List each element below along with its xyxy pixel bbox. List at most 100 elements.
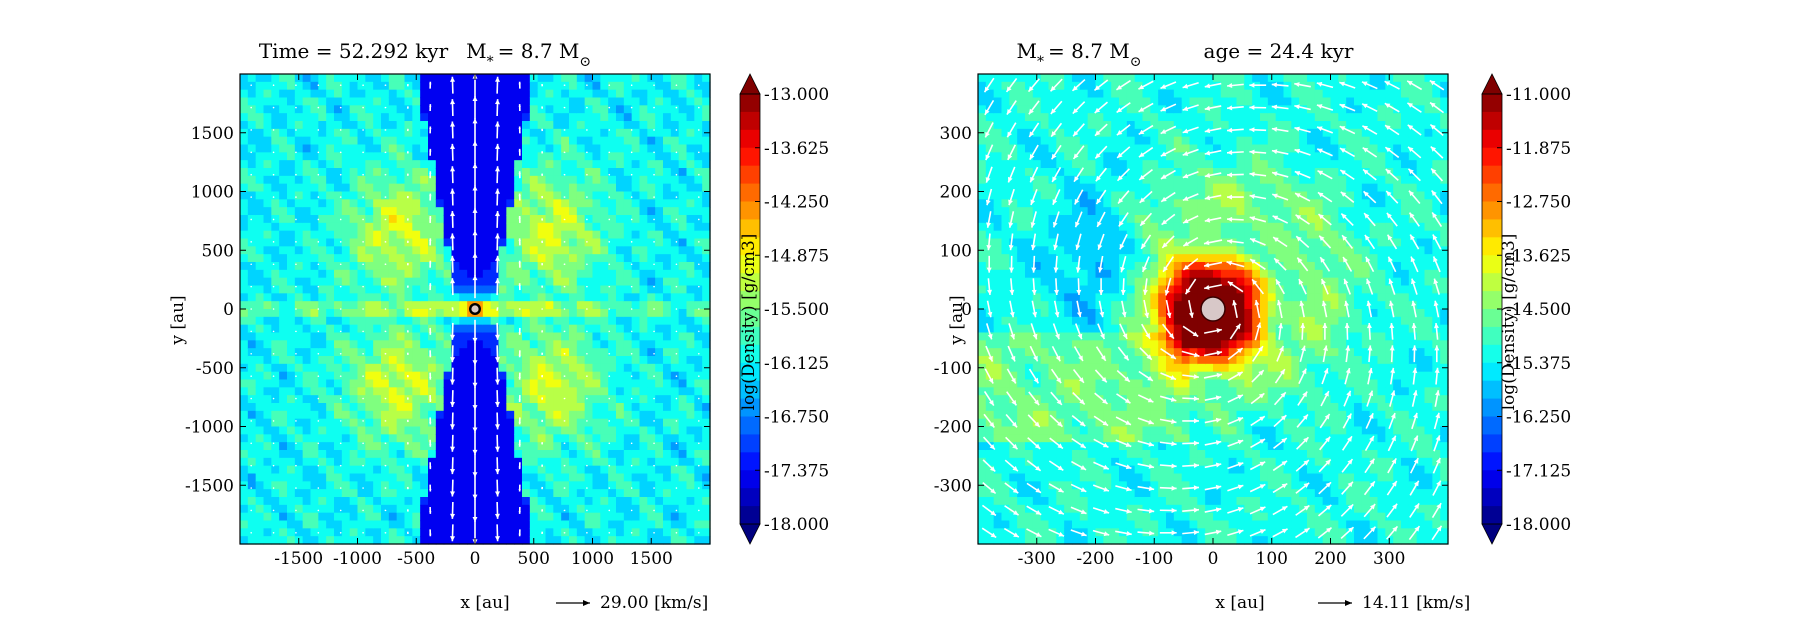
density-cell xyxy=(985,199,995,208)
density-cell xyxy=(576,340,586,349)
density-cell xyxy=(287,434,296,443)
density-cell xyxy=(670,222,680,232)
density-cell xyxy=(569,528,578,537)
density-cell xyxy=(373,497,382,506)
density-cell xyxy=(240,324,249,334)
density-cell xyxy=(600,246,609,255)
density-cell xyxy=(388,285,398,294)
right-title-age: age = 24.4 kyr xyxy=(1204,39,1354,63)
velocity-arrow xyxy=(250,442,252,445)
density-cell xyxy=(522,168,531,177)
density-cell xyxy=(1017,450,1026,459)
density-cell xyxy=(592,277,601,287)
density-cell xyxy=(670,246,680,255)
density-cell xyxy=(451,262,460,271)
density-cell xyxy=(663,105,672,114)
density-cell xyxy=(670,410,680,420)
density-cell xyxy=(302,136,312,146)
density-cell xyxy=(490,144,500,153)
density-cell xyxy=(1032,520,1042,529)
density-cell xyxy=(247,371,257,381)
density-cell xyxy=(569,387,578,396)
density-cell xyxy=(279,426,288,435)
density-cell xyxy=(608,113,617,122)
density-cell xyxy=(545,168,554,177)
density-cell xyxy=(506,324,515,334)
density-cell xyxy=(412,340,421,349)
density-cell xyxy=(287,442,296,451)
density-cell xyxy=(475,528,484,537)
density-cell xyxy=(978,121,987,130)
density-cell xyxy=(561,160,570,169)
density-cell xyxy=(670,269,680,279)
density-cell xyxy=(553,293,562,302)
velocity-arrowhead xyxy=(450,379,456,385)
density-cell xyxy=(420,230,429,240)
density-cell xyxy=(443,81,453,91)
density-cell xyxy=(514,105,523,114)
density-cell xyxy=(373,301,382,310)
density-cell xyxy=(412,489,421,498)
density-cell xyxy=(985,465,995,475)
density-cell xyxy=(561,356,570,365)
density-cell xyxy=(490,105,500,114)
density-cell xyxy=(412,457,421,467)
density-cell xyxy=(545,152,554,161)
velocity-arrow xyxy=(295,263,297,266)
density-cell xyxy=(475,89,484,99)
density-cell xyxy=(529,121,539,130)
density-cell xyxy=(498,395,507,404)
density-cell xyxy=(475,379,484,388)
density-cell xyxy=(655,191,664,200)
density-cell xyxy=(498,442,507,451)
density-cell xyxy=(537,246,547,255)
density-cell xyxy=(373,426,382,435)
colorbar-tick-label: -18.000 xyxy=(764,515,829,535)
density-cell xyxy=(357,363,366,373)
density-cell xyxy=(600,410,609,420)
density-cell xyxy=(600,269,609,279)
density-cell xyxy=(608,512,617,522)
density-cell xyxy=(302,152,312,161)
right-title-sun: ⊙ xyxy=(1130,54,1142,70)
density-cell xyxy=(459,512,468,522)
density-cell xyxy=(537,74,547,83)
velocity-arrow xyxy=(630,464,633,467)
density-cell xyxy=(318,269,327,279)
density-cell xyxy=(287,387,296,396)
density-cell xyxy=(639,442,648,451)
velocity-arrow xyxy=(295,532,297,534)
density-cell xyxy=(584,504,594,514)
density-cell xyxy=(537,403,547,412)
density-cell xyxy=(529,144,539,153)
density-cell xyxy=(670,379,680,388)
density-cell xyxy=(279,113,288,122)
density-cell xyxy=(435,371,445,381)
density-cell xyxy=(279,121,288,130)
density-cell xyxy=(655,418,664,428)
density-cell xyxy=(514,395,523,404)
density-cell xyxy=(686,121,695,130)
density-cell xyxy=(1025,113,1034,122)
velocity-arrowhead xyxy=(472,185,478,191)
density-cell xyxy=(1056,301,1065,310)
density-cell xyxy=(678,410,688,420)
density-cell xyxy=(467,450,476,459)
density-cell xyxy=(1056,262,1065,271)
density-cell xyxy=(428,121,437,130)
density-cell xyxy=(365,442,374,451)
density-cell xyxy=(271,160,280,169)
density-cell xyxy=(655,489,664,498)
density-cell xyxy=(349,277,359,287)
density-cell xyxy=(600,379,609,388)
density-cell xyxy=(985,426,995,435)
velocity-arrowhead xyxy=(472,382,478,388)
velocity-arrow xyxy=(250,218,252,221)
density-cell xyxy=(412,230,421,240)
velocity-arrow xyxy=(272,352,275,355)
density-cell xyxy=(569,160,578,169)
density-cell xyxy=(334,246,343,255)
density-cell xyxy=(357,74,366,83)
density-cell xyxy=(310,434,319,443)
density-cell xyxy=(663,340,672,349)
